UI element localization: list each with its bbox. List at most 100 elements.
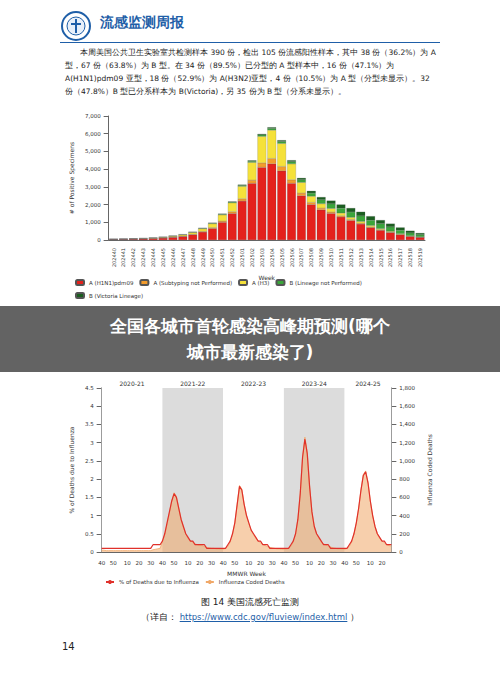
- svg-text:800: 800: [399, 476, 410, 482]
- svg-text:202515: 202515: [378, 248, 384, 267]
- svg-text:3,000: 3,000: [85, 184, 101, 190]
- svg-text:40: 40: [159, 560, 166, 566]
- svg-text:4,000: 4,000: [85, 166, 101, 172]
- svg-text:40: 40: [280, 560, 287, 566]
- svg-text:202446: 202446: [170, 248, 176, 267]
- svg-text:202441: 202441: [120, 248, 126, 267]
- svg-text:202450: 202450: [209, 248, 215, 267]
- svg-text:202517: 202517: [397, 248, 403, 267]
- svg-text:202510: 202510: [328, 248, 334, 267]
- svg-text:2021-22: 2021-22: [180, 380, 205, 387]
- svg-text:1,600: 1,600: [399, 403, 415, 409]
- svg-text:1,800: 1,800: [399, 385, 415, 391]
- svg-text:202512: 202512: [348, 248, 354, 267]
- svg-text:202452: 202452: [229, 248, 235, 267]
- svg-text:Influenza Coded Deaths: Influenza Coded Deaths: [219, 579, 285, 585]
- svg-text:30: 30: [147, 560, 154, 566]
- svg-text:3: 3: [90, 440, 94, 446]
- svg-text:10: 10: [124, 560, 131, 566]
- svg-text:202445: 202445: [160, 248, 166, 267]
- svg-text:10: 10: [306, 560, 313, 566]
- svg-text:2023-24: 2023-24: [302, 380, 327, 387]
- svg-text:30: 30: [269, 560, 276, 566]
- svg-text:2022-23: 2022-23: [241, 380, 266, 387]
- svg-text:0: 0: [399, 549, 403, 555]
- svg-text:20: 20: [257, 560, 264, 566]
- svg-text:202513: 202513: [358, 248, 364, 267]
- svg-text:2: 2: [90, 476, 94, 482]
- svg-text:202440: 202440: [111, 248, 117, 267]
- svg-text:1,200: 1,200: [399, 440, 415, 446]
- svg-text:10: 10: [185, 560, 192, 566]
- svg-text:20: 20: [136, 560, 143, 566]
- svg-text:202504: 202504: [269, 248, 275, 267]
- svg-text:40: 40: [98, 560, 105, 566]
- svg-text:4.5: 4.5: [85, 385, 94, 391]
- svg-text:MMWR Week: MMWR Week: [227, 570, 266, 577]
- svg-text:202514: 202514: [368, 248, 374, 267]
- svg-text:202443: 202443: [140, 248, 146, 267]
- svg-text:10: 10: [245, 560, 252, 566]
- svg-text:3.5: 3.5: [85, 421, 94, 427]
- svg-text:202444: 202444: [150, 248, 156, 267]
- svg-text:40: 40: [341, 560, 348, 566]
- svg-text:0: 0: [97, 237, 101, 243]
- svg-text:Influenza Coded Deaths: Influenza Coded Deaths: [426, 434, 433, 506]
- svg-text:202518: 202518: [407, 248, 413, 267]
- svg-text:600: 600: [399, 494, 410, 500]
- svg-text:0.5: 0.5: [85, 531, 94, 537]
- svg-text:20: 20: [318, 560, 325, 566]
- svg-text:2,000: 2,000: [85, 202, 101, 208]
- svg-text:202505: 202505: [279, 248, 285, 267]
- svg-text:A (H1N1)pdm09: A (H1N1)pdm09: [89, 280, 134, 287]
- svg-text:400: 400: [399, 513, 410, 519]
- svg-text:50: 50: [171, 560, 178, 566]
- svg-text:4: 4: [90, 403, 94, 409]
- svg-text:2.5: 2.5: [85, 458, 94, 464]
- svg-text:202449: 202449: [200, 248, 206, 267]
- svg-text:B (Lineage not Performed): B (Lineage not Performed): [289, 280, 362, 287]
- svg-text:1: 1: [90, 513, 94, 519]
- svg-text:50: 50: [292, 560, 299, 566]
- svg-text:1,000: 1,000: [85, 219, 101, 225]
- svg-text:30: 30: [329, 560, 336, 566]
- svg-text:20: 20: [379, 560, 386, 566]
- svg-text:1,000: 1,000: [399, 458, 415, 464]
- svg-text:202511: 202511: [338, 248, 344, 267]
- svg-text:6,000: 6,000: [85, 131, 101, 137]
- svg-text:202509: 202509: [318, 248, 324, 267]
- svg-text:10: 10: [367, 560, 374, 566]
- svg-text:50: 50: [110, 560, 117, 566]
- svg-text:A (Subtyping not Performed): A (Subtyping not Performed): [153, 280, 232, 287]
- svg-text:202448: 202448: [190, 248, 196, 267]
- svg-text:% of Deaths due to Influenza: % of Deaths due to Influenza: [68, 426, 75, 513]
- svg-text:30: 30: [208, 560, 215, 566]
- svg-text:202503: 202503: [259, 248, 265, 267]
- svg-text:1,400: 1,400: [399, 421, 415, 427]
- svg-text:1.5: 1.5: [85, 494, 94, 500]
- svg-text:50: 50: [231, 560, 238, 566]
- svg-text:200: 200: [399, 531, 410, 537]
- svg-text:202506: 202506: [289, 248, 295, 267]
- svg-text:# of Positive Specimens: # of Positive Specimens: [68, 142, 76, 214]
- svg-text:7,000: 7,000: [85, 113, 101, 119]
- svg-text:202516: 202516: [387, 248, 393, 267]
- svg-text:202502: 202502: [249, 248, 255, 267]
- svg-text:202519: 202519: [417, 248, 423, 267]
- svg-text:% of Deaths due to Influenza: % of Deaths due to Influenza: [119, 579, 199, 585]
- svg-text:202451: 202451: [219, 248, 225, 267]
- svg-text:50: 50: [353, 560, 360, 566]
- svg-text:20: 20: [196, 560, 203, 566]
- svg-text:202447: 202447: [180, 248, 186, 267]
- svg-text:202442: 202442: [130, 248, 136, 267]
- svg-text:A (H3): A (H3): [252, 280, 269, 286]
- svg-text:2024-25: 2024-25: [355, 380, 380, 387]
- svg-text:202508: 202508: [308, 248, 314, 267]
- svg-text:202501: 202501: [239, 248, 245, 267]
- svg-text:0: 0: [90, 549, 94, 555]
- svg-text:202507: 202507: [298, 248, 304, 267]
- svg-text:40: 40: [220, 560, 227, 566]
- svg-text:2020-21: 2020-21: [119, 380, 144, 387]
- svg-text:5,000: 5,000: [85, 148, 101, 154]
- svg-text:B (Victoria Lineage): B (Victoria Lineage): [89, 293, 143, 300]
